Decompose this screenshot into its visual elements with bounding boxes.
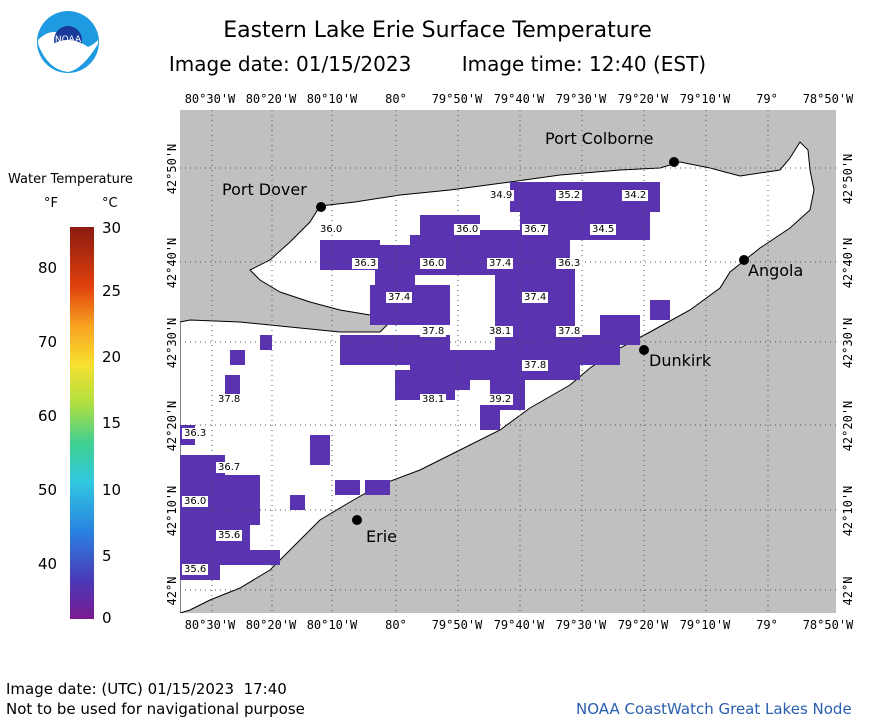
lon-tick-top: 80°20'W [245, 92, 297, 106]
lon-tick-top: 79°20'W [617, 92, 669, 106]
temp-label: 37.8 [216, 394, 243, 405]
lon-tick-bottom: 79° [756, 618, 778, 632]
angola-dot [739, 255, 749, 265]
image-time: Image time: 12:40 (EST) [461, 52, 707, 76]
lat-tick-right: 42°10'N [841, 485, 855, 537]
lat-tick-left: 42°40'N [165, 237, 179, 289]
lon-tick-top: 80°30'W [184, 92, 236, 106]
legend-c-tick: 30 [102, 219, 122, 237]
noaa-logo: NOAA [37, 11, 99, 73]
temp-label: 36.3 [352, 258, 379, 269]
temperature-pixels [180, 182, 670, 580]
lat-tick-right: 42°40'N [841, 237, 855, 289]
legend-c-tick: 20 [102, 348, 122, 366]
legend-unit-f: °F [44, 196, 58, 211]
temp-label: 34.9 [488, 190, 515, 201]
erie-dot [352, 515, 362, 525]
lon-tick-bottom: 80° [385, 618, 407, 632]
lat-tick-left: 42°N [165, 576, 179, 606]
temp-label: 38.1 [487, 326, 514, 337]
temp-label: 36.0 [318, 224, 345, 235]
lat-tick-left: 42°30'N [165, 317, 179, 369]
legend-c-tick: 10 [102, 481, 122, 499]
lon-tick-bottom: 80°10'W [306, 618, 358, 632]
lake-map [180, 110, 836, 613]
legend-f-tick: 60 [38, 407, 58, 425]
lon-tick-top: 79° [756, 92, 778, 106]
temp-label: 37.4 [522, 292, 549, 303]
lon-tick-top: 78°50'W [802, 92, 854, 106]
utc-date: Image date: (UTC) 01/15/2023 17:40 [6, 680, 287, 698]
disclaimer: Not to be used for navigational purpose [6, 700, 305, 718]
temp-label: 37.8 [420, 326, 447, 337]
lat-tick-right: 42°N [841, 576, 855, 606]
lat-tick-right: 42°50'N [841, 153, 855, 205]
city-port-colborne: Port Colborne [545, 129, 654, 148]
lon-tick-bottom: 80°30'W [184, 618, 236, 632]
lat-tick-right: 42°30'N [841, 317, 855, 369]
lat-tick-left: 42°10'N [165, 485, 179, 537]
map-title: Eastern Lake Erie Surface Temperature [223, 18, 652, 43]
lon-tick-bottom: 78°50'W [802, 618, 854, 632]
temp-label: 36.0 [454, 224, 481, 235]
legend-f-tick: 70 [38, 333, 58, 351]
lon-tick-top: 79°30'W [555, 92, 607, 106]
temp-label: 36.3 [182, 428, 209, 439]
color-scale-bar [70, 227, 94, 619]
temp-label: 37.8 [522, 360, 549, 371]
lat-tick-left: 42°20'N [165, 400, 179, 452]
lon-tick-bottom: 79°40'W [493, 618, 545, 632]
lon-tick-bottom: 79°10'W [679, 618, 731, 632]
temp-label: 38.1 [420, 394, 447, 405]
temp-label: 39.2 [487, 394, 514, 405]
temp-label: 34.2 [622, 190, 649, 201]
city-dunkirk: Dunkirk [649, 351, 712, 370]
city-port-dover: Port Dover [222, 180, 307, 199]
lat-tick-left: 42°50'N [165, 143, 179, 195]
city-erie: Erie [366, 527, 397, 546]
legend-f-tick: 40 [38, 555, 58, 573]
temp-label: 36.0 [182, 496, 209, 507]
legend-f-tick: 80 [38, 259, 58, 277]
lon-tick-top: 80°10'W [306, 92, 358, 106]
credit: NOAA CoastWatch Great Lakes Node [576, 700, 852, 718]
temp-label: 35.6 [216, 530, 243, 541]
legend-f-tick: 50 [38, 481, 58, 499]
lon-tick-bottom: 79°30'W [555, 618, 607, 632]
temp-label: 35.2 [556, 190, 583, 201]
lon-tick-bottom: 79°50'W [431, 618, 483, 632]
temp-label: 37.8 [556, 326, 583, 337]
legend-c-tick: 15 [102, 414, 122, 432]
city-angola: Angola [748, 261, 804, 280]
legend-unit-c: °C [102, 196, 118, 211]
image-date: Image date: 01/15/2023 [168, 52, 412, 76]
lon-tick-bottom: 79°20'W [617, 618, 669, 632]
lon-tick-top: 79°40'W [493, 92, 545, 106]
lon-tick-top: 80° [385, 92, 407, 106]
temp-label: 36.3 [556, 258, 583, 269]
temp-label: 35.6 [182, 564, 209, 575]
temp-label: 36.7 [522, 224, 549, 235]
temp-label: 37.4 [386, 292, 413, 303]
temp-label: 34.5 [590, 224, 617, 235]
legend-c-tick: 0 [102, 609, 112, 627]
temp-label: 37.4 [487, 258, 514, 269]
logo-text: NOAA [55, 35, 82, 45]
lon-tick-bottom: 80°20'W [245, 618, 297, 632]
legend-c-tick: 25 [102, 282, 122, 300]
temp-label: 36.0 [420, 258, 447, 269]
port-dover-dot [316, 202, 326, 212]
lon-tick-top: 79°10'W [679, 92, 731, 106]
legend-title: Water Temperature [8, 172, 133, 187]
image-datetime: Image date: 01/15/2023 Image time: 12:40… [0, 52, 875, 76]
lon-tick-top: 79°50'W [431, 92, 483, 106]
temp-label: 36.7 [216, 462, 243, 473]
dunkirk-dot [639, 345, 649, 355]
lat-tick-right: 42°20'N [841, 400, 855, 452]
legend-c-tick: 5 [102, 547, 112, 565]
port-colborne-dot [669, 157, 679, 167]
